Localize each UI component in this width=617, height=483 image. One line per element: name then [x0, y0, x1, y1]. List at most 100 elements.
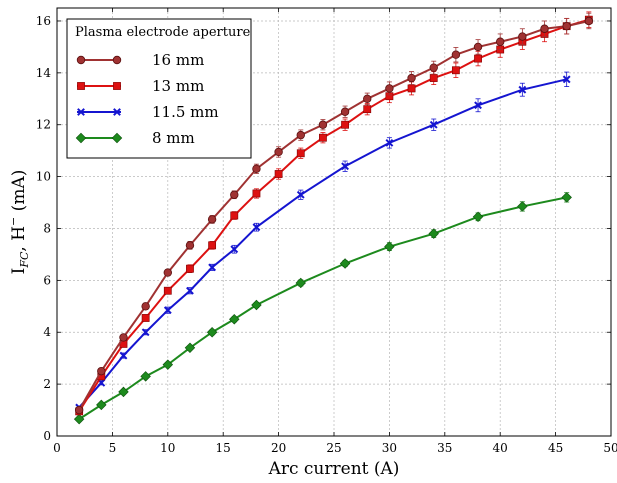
- plot-frame: [56, 7, 612, 437]
- x-marker-stroke: [252, 223, 261, 232]
- y-axis-label: IFC, H− (mA): [7, 170, 31, 275]
- y-tick-label: 4: [43, 325, 51, 339]
- data-point: [562, 75, 571, 84]
- data-point: [474, 101, 482, 110]
- x-marker-stroke: [518, 85, 527, 94]
- data-point: [118, 386, 129, 398]
- y-tick-label: 2: [43, 377, 51, 391]
- legend-entry: 16 mm: [76, 51, 204, 69]
- data-point: [296, 130, 305, 140]
- legend-marker: [76, 55, 86, 65]
- legend-box: [66, 18, 252, 159]
- legend-label: 16 mm: [152, 51, 204, 69]
- legend-marker: [77, 82, 85, 90]
- data-point: [274, 147, 283, 157]
- x-marker-stroke: [230, 245, 239, 254]
- x-tick-label: 50: [603, 441, 617, 455]
- data-point: [428, 228, 439, 239]
- data-point: [384, 241, 395, 252]
- legend-marker: [111, 132, 123, 144]
- x-tick-label: 30: [382, 441, 397, 455]
- x-marker-stroke: [186, 286, 194, 295]
- data-point: [295, 277, 306, 289]
- x-tick-label: 5: [109, 441, 117, 455]
- x-tick-label: 0: [53, 441, 61, 455]
- data-point: [496, 37, 505, 46]
- data-point: [363, 105, 372, 114]
- data-point: [363, 94, 372, 103]
- data-point: [252, 189, 261, 198]
- data-point: [562, 21, 571, 31]
- data-point: [162, 359, 174, 370]
- y-tick-label: 12: [36, 118, 51, 132]
- legend-label: 11.5 mm: [152, 103, 219, 121]
- data-point: [163, 286, 172, 295]
- data-point: [407, 73, 416, 83]
- data-point: [339, 258, 351, 269]
- y-tick-label: 8: [43, 221, 51, 235]
- data-point: [584, 16, 594, 26]
- legend: Plasma electrode aperture 16 mm 13 mm 11.5…: [66, 18, 252, 159]
- data-point: [141, 302, 150, 311]
- data-point: [473, 42, 483, 52]
- x-marker-stroke: [77, 108, 85, 116]
- data-point: [341, 162, 349, 171]
- legend-marker: [113, 108, 121, 116]
- x-marker-stroke: [474, 101, 482, 110]
- x-tick-label: 40: [493, 441, 508, 455]
- x-marker-stroke: [429, 120, 438, 129]
- x-marker-stroke: [296, 190, 305, 199]
- data-point: [474, 54, 482, 63]
- data-point: [540, 24, 549, 33]
- data-point: [451, 50, 461, 59]
- data-point: [429, 74, 438, 82]
- x-marker-stroke: [141, 328, 150, 337]
- x-marker-stroke: [113, 108, 121, 116]
- data-series: [73, 11, 594, 425]
- data-point: [385, 84, 394, 93]
- series-8-mm: [73, 192, 572, 425]
- data-point: [318, 120, 328, 129]
- data-point: [296, 149, 305, 158]
- data-point: [207, 215, 217, 224]
- data-point: [97, 366, 106, 376]
- data-point: [74, 405, 84, 415]
- x-tick-label: 45: [548, 441, 563, 455]
- axis-ticks: 0 5 10 15 20 25 30 35 40 45 50 0 2 4 6 8 10 12 14 16: [36, 8, 617, 455]
- data-point: [517, 201, 528, 212]
- data-point: [518, 85, 527, 94]
- series-line: [78, 78, 567, 409]
- data-point: [385, 138, 394, 147]
- y-tick-label: 6: [43, 273, 51, 287]
- x-marker-stroke: [163, 306, 172, 315]
- y-axis-label-rest: , H: [9, 226, 29, 252]
- legend-entry: 13 mm: [77, 77, 204, 95]
- x-axis-label: Arc current (A): [268, 459, 400, 479]
- series-16-mm: [74, 12, 594, 415]
- data-point: [407, 84, 416, 93]
- x-marker-stroke: [385, 138, 394, 147]
- x-marker-stroke: [208, 263, 217, 272]
- y-axis-label-sub: FC: [18, 251, 31, 269]
- y-axis-label-unit: (mA): [9, 170, 29, 217]
- data-point: [208, 263, 217, 272]
- legend-label: 8 mm: [152, 129, 195, 147]
- data-point: [208, 241, 217, 250]
- data-point: [230, 245, 239, 254]
- data-point: [518, 32, 527, 41]
- series-11-5-mm: [75, 71, 571, 412]
- data-point: [229, 314, 240, 325]
- legend-entry: 11.5 mm: [77, 103, 219, 121]
- data-point: [141, 314, 150, 322]
- series-line: [78, 196, 567, 420]
- data-point: [140, 371, 151, 382]
- x-marker-stroke: [341, 162, 349, 171]
- data-point: [163, 268, 172, 277]
- data-point: [341, 120, 349, 129]
- data-point: [429, 120, 438, 129]
- y-tick-label: 0: [43, 429, 51, 443]
- data-point: [252, 223, 261, 232]
- data-point: [186, 286, 194, 295]
- x-tick-label: 35: [437, 441, 452, 455]
